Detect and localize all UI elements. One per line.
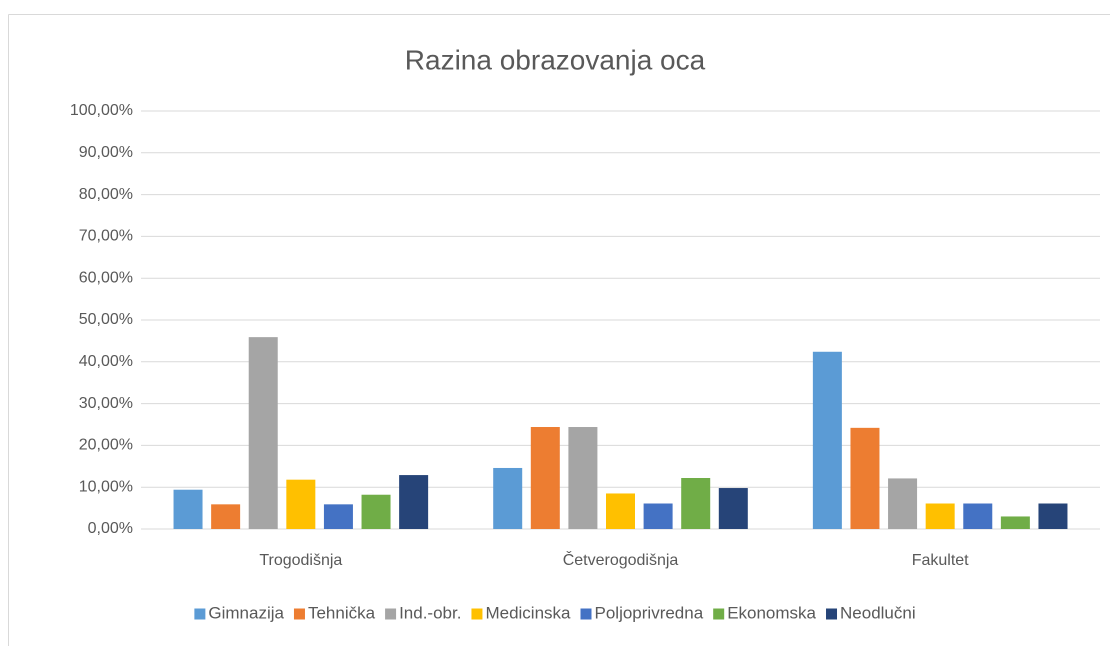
bar (248, 337, 278, 529)
bar (681, 478, 711, 529)
bar (606, 493, 635, 529)
bar (173, 489, 203, 529)
legend-label: Ind.-obr. (399, 603, 461, 622)
bar (718, 488, 748, 529)
y-tick-label: 40,00% (79, 353, 133, 370)
legend-label: Ekonomska (727, 603, 816, 622)
y-tick-label: 90,00% (79, 144, 133, 161)
legend-swatch (194, 608, 206, 620)
legend-swatch (293, 608, 305, 620)
bar (643, 503, 673, 529)
legend-swatch (385, 608, 397, 620)
x-tick-label: Trogodišnja (259, 552, 342, 569)
legend-label: Poljoprivredna (595, 603, 704, 622)
bar (1038, 503, 1068, 529)
bar (963, 503, 993, 529)
y-tick-label: 70,00% (79, 228, 133, 245)
bar (493, 467, 523, 529)
y-tick-label: 30,00% (79, 395, 133, 412)
bar (530, 427, 560, 529)
bar (568, 427, 598, 529)
bar (323, 504, 353, 529)
y-tick-label: 80,00% (79, 186, 133, 203)
y-tick-label: 20,00% (79, 437, 133, 454)
bar (361, 494, 391, 529)
y-tick-label: 0,00% (88, 520, 133, 537)
bar (812, 351, 842, 529)
legend-label: Gimnazija (208, 603, 284, 622)
y-tick-label: 10,00% (79, 478, 133, 495)
y-tick-label: 50,00% (79, 311, 133, 328)
legend-label: Medicinska (485, 603, 571, 622)
legend-label: Neodlučni (840, 603, 916, 622)
legend-swatch (580, 608, 592, 620)
bar (925, 503, 955, 529)
y-tick-label: 60,00% (79, 269, 133, 286)
bar (888, 478, 918, 529)
bar (1000, 516, 1030, 529)
x-tick-label: Četverogodišnja (563, 550, 679, 569)
chart-title: Razina obrazovanja oca (405, 44, 706, 75)
legend-swatch (713, 608, 725, 620)
bar (850, 427, 880, 529)
legend-label: Tehnička (308, 603, 376, 622)
y-tick-label: 100,00% (70, 102, 133, 119)
legend-swatch (826, 608, 838, 620)
bar (286, 479, 316, 529)
x-tick-label: Fakultet (912, 552, 969, 569)
legend-swatch (471, 608, 483, 620)
bar (399, 475, 429, 529)
bar (211, 504, 241, 529)
